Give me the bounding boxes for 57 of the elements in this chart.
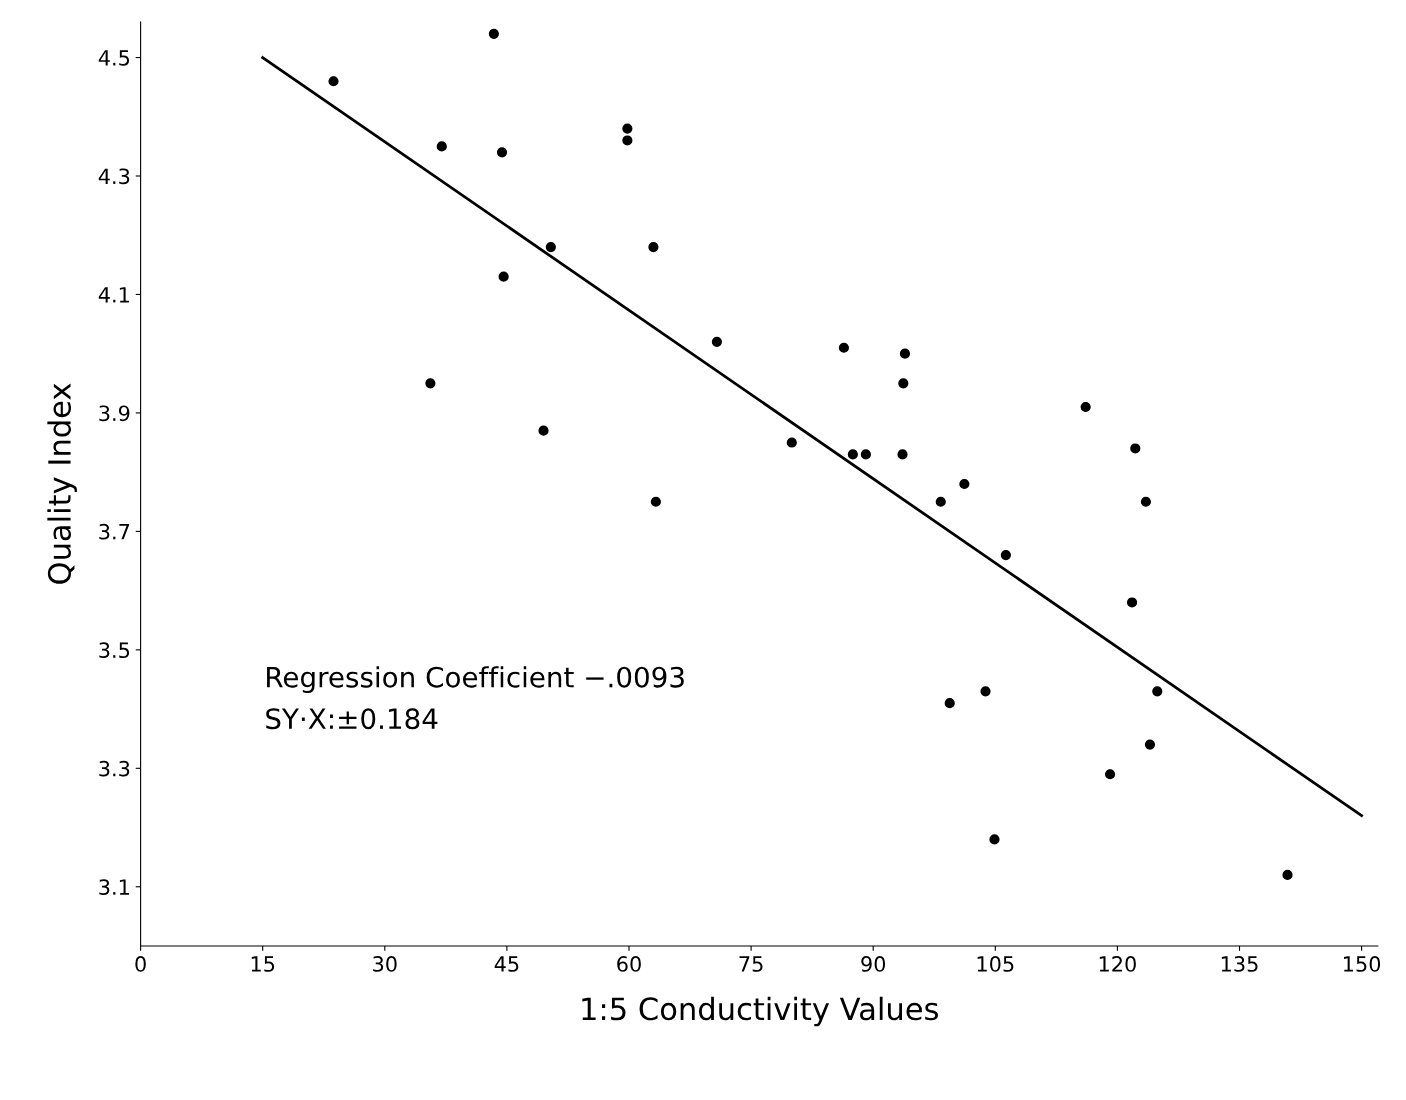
x-tick-label: 135 (1221, 956, 1258, 972)
point (498, 271, 509, 282)
point (1140, 496, 1151, 507)
point (935, 496, 946, 507)
point (838, 342, 849, 353)
x-tick-label: 15 (251, 956, 275, 972)
point (1130, 443, 1141, 454)
x-tick-label: 105 (977, 956, 1014, 972)
point (650, 496, 661, 507)
point (436, 141, 447, 152)
point (898, 378, 909, 389)
y-tick-label: 4.1 (98, 287, 129, 303)
annotation: SY·X:±0.184 (266, 708, 438, 730)
y-tick-label: 3.5 (99, 642, 130, 659)
point (786, 437, 797, 448)
point (1080, 401, 1091, 413)
point (1152, 686, 1163, 697)
point (847, 449, 858, 460)
x-tick-label: 45 (494, 956, 519, 972)
point (648, 241, 659, 253)
y-axis-title: Quality Index (47, 383, 77, 584)
point (980, 686, 991, 697)
point (622, 123, 633, 134)
point (545, 241, 556, 253)
point (425, 378, 436, 389)
y-tick-label: 3.3 (99, 760, 130, 777)
x-tick-label: 60 (617, 956, 641, 972)
y-tick-label: 3.9 (99, 405, 130, 422)
x-tick-label: 120 (1099, 956, 1136, 972)
x-axis-title: 1:5 Conductivity Values (582, 996, 938, 1027)
x-tick-label: 90 (861, 956, 886, 972)
y-tick-label: 3.7 (99, 523, 130, 540)
x-tick-label: 30 (373, 956, 397, 972)
point (959, 478, 970, 490)
point (538, 425, 549, 436)
point (860, 449, 871, 460)
point (711, 336, 722, 347)
point (1144, 739, 1156, 750)
y-tick-label: 4.3 (98, 168, 130, 185)
point (1282, 869, 1293, 881)
point (1126, 597, 1138, 608)
point (328, 76, 339, 87)
annotation: Regression Coefficient −.0093 (267, 666, 684, 694)
point (897, 449, 908, 460)
y-tick-label: 4.5 (98, 50, 130, 66)
x-tick-label: 0 (135, 956, 146, 972)
point (899, 348, 911, 359)
y-tick-label: 3.1 (99, 879, 129, 895)
point (622, 135, 633, 146)
point (1000, 549, 1011, 561)
point (488, 28, 499, 39)
point (496, 147, 508, 158)
point (989, 834, 1000, 845)
point (1104, 769, 1116, 780)
x-tick-label: 150 (1344, 956, 1381, 972)
point (944, 698, 955, 709)
x-tick-label: 75 (739, 956, 763, 972)
